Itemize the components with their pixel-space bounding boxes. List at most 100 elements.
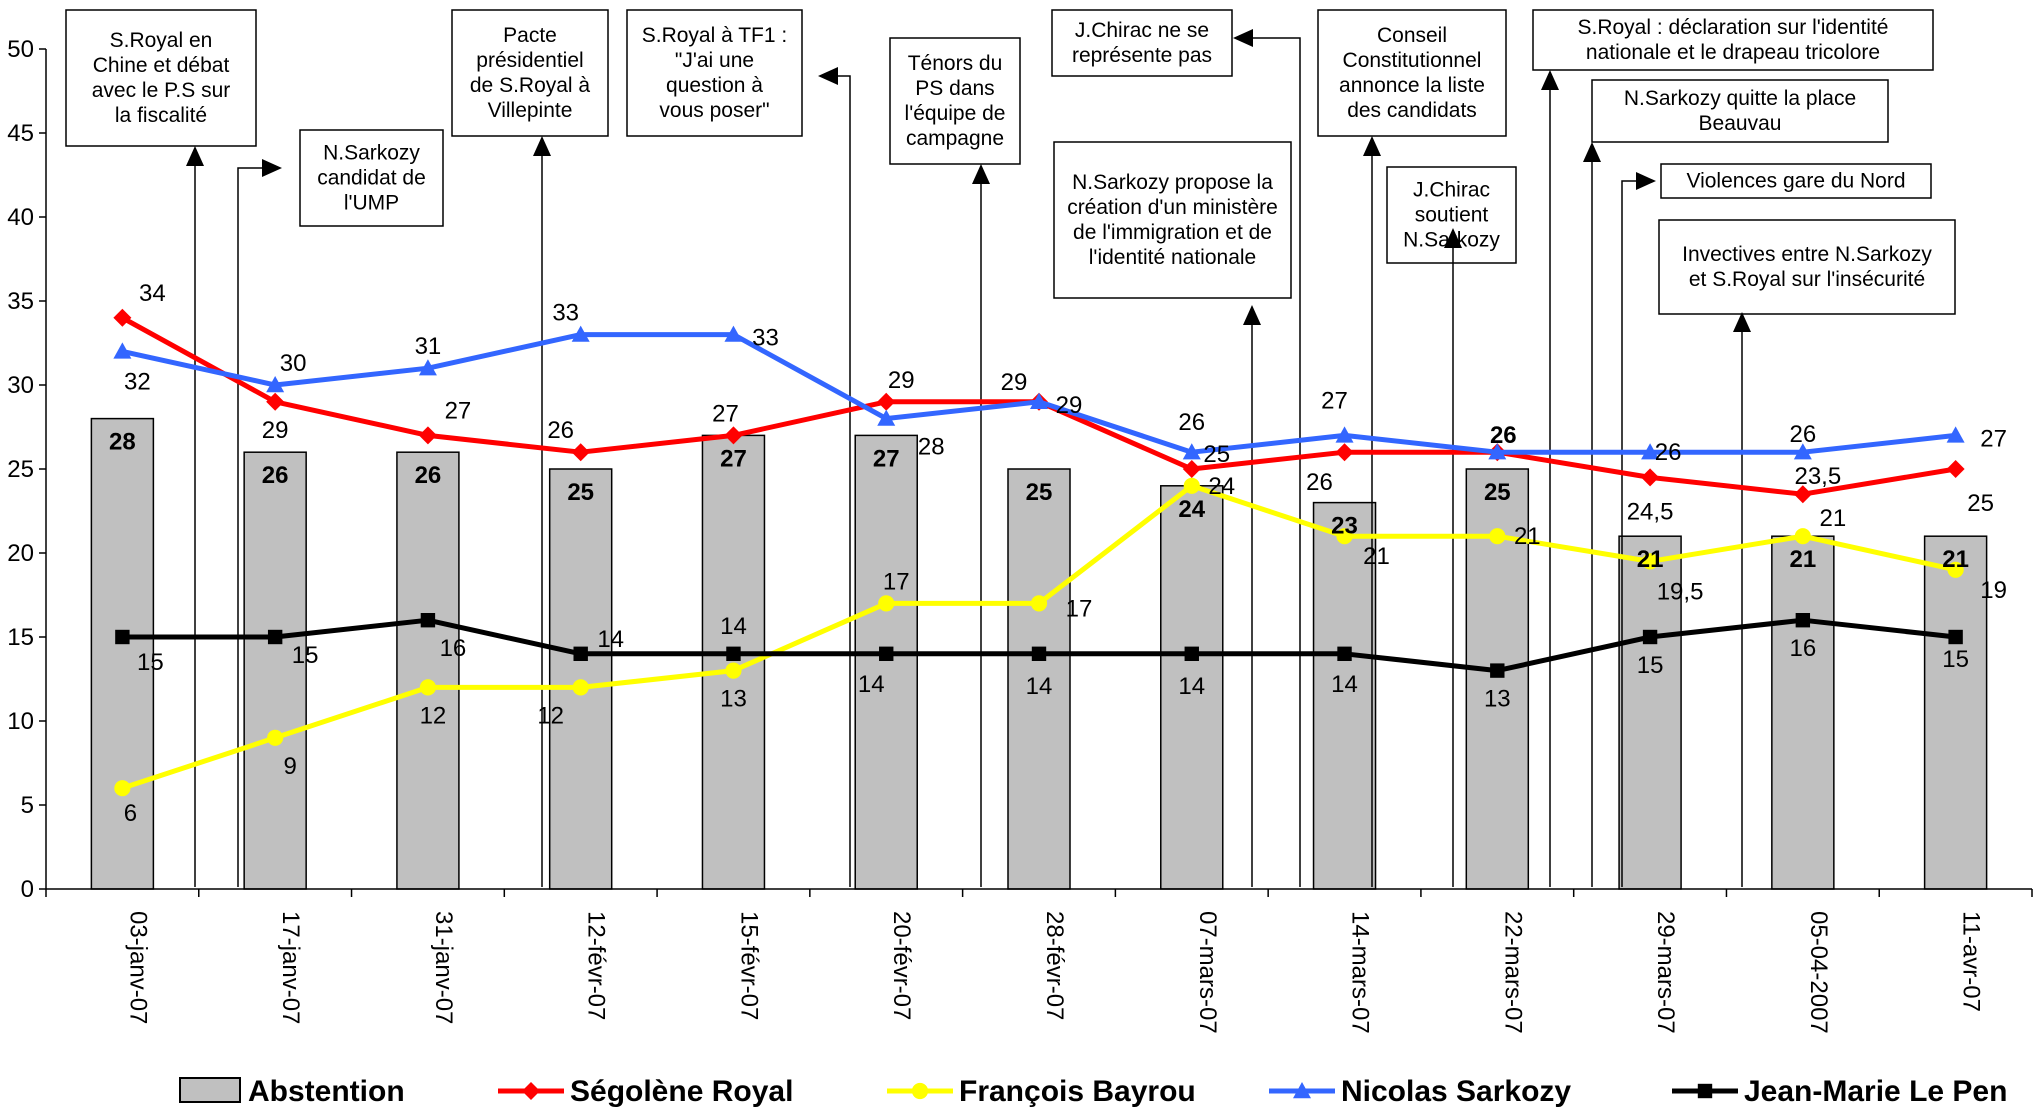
x-tick-label: 28-févr-07: [1041, 911, 1068, 1020]
bayrou-label: 19: [1980, 577, 2007, 604]
bayrou-point: [1336, 528, 1353, 545]
annotation-text: et S.Royal sur l'insécurité: [1689, 268, 1925, 291]
royal-label: 29: [888, 367, 915, 394]
abstention-label: 27: [873, 445, 900, 472]
sarkozy-point: [1793, 443, 1812, 460]
sarkozy-point: [266, 376, 285, 393]
x-tick-label: 29-mars-07: [1652, 911, 1679, 1034]
y-tick-label: 20: [7, 540, 34, 567]
annotation-arrow-head: [262, 159, 282, 177]
royal-label: 25: [1203, 441, 1230, 468]
lepen-point: [420, 613, 436, 628]
sarkozy-label: 30: [280, 350, 307, 377]
bayrou-point: [419, 679, 437, 696]
legend-marker: [522, 1082, 540, 1100]
bayrou-label: 13: [720, 686, 747, 713]
annotation-text: Villepinte: [488, 99, 573, 122]
lepen-point: [879, 646, 894, 661]
abstention-label: 21: [1637, 546, 1664, 573]
sarkozy-point: [1182, 443, 1201, 460]
annotation-arrow-head: [972, 164, 990, 184]
y-tick-label: 50: [7, 36, 34, 63]
annotation-text: S.Royal en: [110, 29, 213, 52]
bayrou-point: [1183, 477, 1200, 494]
x-tick-label: 15-févr-07: [735, 911, 762, 1020]
bayrou-label: 21: [1363, 543, 1390, 570]
royal-point: [418, 426, 437, 445]
sarkozy-point: [877, 409, 896, 426]
annotation-text: Conseil: [1377, 24, 1447, 47]
abstention-label: 25: [1484, 479, 1511, 506]
annotation-text: J.Chirac ne se: [1075, 19, 1209, 42]
annotation-arrow: [1251, 37, 1301, 887]
lepen-label: 14: [1331, 671, 1358, 698]
sarkozy-label: 29: [1056, 392, 1083, 419]
royal-label: 29: [262, 417, 289, 444]
lepen-label: 13: [1484, 686, 1511, 713]
series-group: [113, 308, 1965, 797]
y-tick-label: 35: [7, 288, 34, 315]
bayrou-point: [1030, 595, 1048, 612]
annotation-text: S.Royal : déclaration sur l'identité: [1577, 16, 1888, 39]
bayrou-label: 12: [537, 702, 564, 729]
lepen-label: 14: [1178, 673, 1205, 700]
annotation-box: [1660, 163, 1932, 199]
legend-swatch: [179, 1077, 241, 1103]
bayrou-label: 17: [1066, 595, 1093, 622]
sarkozy-point: [1335, 426, 1354, 443]
lepen-label: 14: [1026, 673, 1053, 700]
legend-item-bayrou: François Bayrou: [887, 1075, 1196, 1108]
legend-item-lepen: Jean-Marie Le Pen: [1672, 1075, 2007, 1108]
lepen-point: [1031, 646, 1047, 661]
lepen-label: 14: [858, 671, 885, 698]
royal-point: [1335, 443, 1354, 462]
royal-point: [1641, 468, 1660, 487]
bayrou-point: [1489, 528, 1506, 545]
annotation-text: Constitutionnel: [1343, 49, 1482, 72]
abstention-label: 28: [109, 429, 136, 456]
annotation-arrow: [1621, 180, 1638, 887]
legend-marker: [1293, 1082, 1311, 1099]
annotation-box: [1053, 141, 1292, 299]
annotation-text: N.Sarkozy: [323, 142, 420, 165]
y-tick-label: 10: [7, 708, 34, 735]
abstention-bar: [1923, 535, 1988, 890]
legend-label: François Bayrou: [959, 1075, 1196, 1108]
lepen-point: [1795, 613, 1811, 628]
abstention-bar: [854, 434, 918, 890]
annotation-text: de l'immigration et de: [1073, 221, 1272, 244]
royal-point: [266, 392, 285, 411]
royal-label: 24,5: [1627, 498, 1674, 525]
annotation-arrow-head: [1733, 312, 1751, 332]
bayrou-point: [1641, 553, 1659, 570]
royal-label: 34: [139, 280, 166, 307]
legend-item-sarkozy: Nicolas Sarkozy: [1269, 1075, 1571, 1108]
sarkozy-label: 33: [552, 300, 579, 327]
bayrou-label: 24: [1208, 473, 1235, 500]
x-tick-label: 31-janv-07: [430, 911, 457, 1024]
y-tick-label: 30: [7, 372, 34, 399]
royal-point: [1793, 485, 1812, 504]
royal-label: 23,5: [1794, 463, 1841, 490]
abstention-bar: [548, 468, 613, 890]
lepen-point: [267, 629, 283, 645]
y-tick-label: 15: [7, 624, 34, 651]
bayrou-point: [725, 662, 742, 679]
sarkozy-label: 31: [415, 333, 442, 360]
annotation-box: [1317, 9, 1507, 137]
x-tick-label: 22-mars-07: [1499, 911, 1526, 1034]
abstention-bar: [90, 417, 155, 890]
bayrou-point: [1947, 561, 1964, 578]
annotation-text: annonce la liste: [1339, 74, 1485, 97]
sarkozy-label: 26: [1789, 421, 1816, 448]
x-tick-label: 12-févr-07: [583, 911, 610, 1020]
bayrou-label: 12: [420, 702, 447, 729]
y-tick-label: 25: [7, 456, 34, 483]
bayrou-point: [1794, 528, 1811, 545]
legend-label: Abstention: [248, 1075, 405, 1108]
abstention-label: 27: [720, 445, 747, 472]
annotation-text: "J'ai une: [675, 49, 754, 72]
sarkozy-label: 26: [1655, 439, 1682, 466]
x-tick-label: 05-04-2007: [1805, 911, 1832, 1034]
